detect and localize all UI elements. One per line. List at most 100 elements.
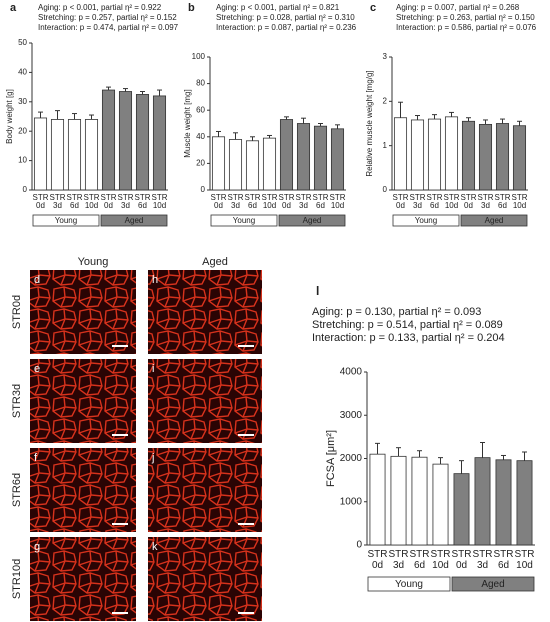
row-label: STR0d <box>11 295 23 329</box>
x-tick-label: STR 3d <box>472 549 493 571</box>
x-tick-label-box: STR 3d <box>117 194 134 210</box>
stats-line: Aging: p = 0.007, partial η² = 0.268 <box>396 3 520 12</box>
x-tick-label: STR 10d <box>430 549 451 571</box>
x-tick-label-box: STR 10d <box>330 194 346 210</box>
x-tick-label: STR 3d <box>117 194 134 210</box>
x-tick-label-box: STR 10d <box>261 194 278 210</box>
stats-line: Aging: p = 0.130, partial η² = 0.093 <box>312 306 481 318</box>
x-tick-label-box: STR 6d <box>409 549 430 571</box>
group-box <box>451 576 535 592</box>
x-tick-label-box: STR 0d <box>368 549 388 571</box>
row-label: STR3d <box>11 384 23 418</box>
bar <box>118 91 133 191</box>
group-label: Young <box>233 216 255 225</box>
bar <box>474 457 491 546</box>
bar <box>427 118 442 191</box>
y-tick-label: 3000 <box>340 410 363 421</box>
x-tick-label: STR 6d <box>66 194 83 210</box>
y-tick-label: 3 <box>383 52 388 61</box>
micrograph <box>148 270 262 354</box>
y-tick-label: 60 <box>196 105 205 114</box>
x-tick-label: STR 6d <box>494 194 511 210</box>
y-tick-label: 30 <box>18 97 27 106</box>
x-tick-label: STR 10d <box>511 194 528 210</box>
micrograph-label: e <box>34 363 40 375</box>
micrograph <box>30 359 136 443</box>
bar <box>101 89 116 191</box>
bar <box>390 455 407 546</box>
bar <box>279 119 294 191</box>
x-tick-label-box: STR 6d <box>427 194 443 210</box>
x-tick-label: STR 10d <box>83 194 100 210</box>
x-tick-label-box: STR 0d <box>33 194 49 210</box>
x-tick-label: STR 6d <box>493 549 514 571</box>
stats-line: Aging: p < 0.001, partial η² = 0.922 <box>38 3 162 12</box>
y-tick-label: 0 <box>23 185 28 194</box>
x-tick-label: STR 10d <box>261 194 278 210</box>
bar <box>262 137 277 191</box>
x-tick-label-box: STR 0d <box>210 194 227 210</box>
x-tick-label-box: STR 6d <box>313 194 329 210</box>
x-tick-label: STR 6d <box>409 549 430 571</box>
group-box <box>367 576 451 592</box>
x-tick-label: STR 3d <box>227 194 244 210</box>
group-box <box>32 214 100 227</box>
y-tick-label: 40 <box>196 132 205 141</box>
x-tick-label-box: STR 0d <box>461 194 477 210</box>
bar <box>512 125 527 191</box>
y-tick-label: 10 <box>18 156 27 165</box>
y-tick-label: 50 <box>18 38 27 47</box>
stats-line: Aging: p < 0.001, partial η² = 0.821 <box>216 3 340 12</box>
bar <box>67 119 82 191</box>
micrograph <box>148 359 262 443</box>
y-axis-label: Body weight [g] <box>5 89 14 144</box>
bar <box>516 460 533 546</box>
y-tick-label: 80 <box>196 79 205 88</box>
group-box <box>392 214 460 227</box>
x-tick-label-box: STR 10d <box>152 194 168 210</box>
micrograph-label: k <box>152 541 158 553</box>
micrograph <box>30 537 136 621</box>
bar <box>135 94 150 191</box>
x-tick-label: STR 6d <box>244 194 261 210</box>
stats-line: Interaction: p = 0.087, partial η² = 0.2… <box>216 23 357 32</box>
y-tick-label: 100 <box>192 52 206 61</box>
y-tick-label: 1 <box>383 141 388 150</box>
bar <box>411 456 428 546</box>
group-label: Aged <box>125 216 144 225</box>
panel-label: c <box>370 2 376 14</box>
y-axis-label: Muscle weight [mg] <box>183 89 192 157</box>
bar <box>313 125 328 191</box>
x-tick-label-box: STR 10d <box>511 194 528 210</box>
bar <box>495 123 510 191</box>
stats-line: Stretching: p = 0.263, partial η² = 0.15… <box>396 13 535 22</box>
x-tick-label-box: STR 3d <box>389 549 409 571</box>
micrograph <box>30 448 136 532</box>
stats-line: Interaction: p = 0.133, partial η² = 0.2… <box>312 332 505 344</box>
y-tick-label: 0 <box>383 185 388 194</box>
bar <box>453 473 470 546</box>
group-label: Aged <box>303 216 322 225</box>
column-label: Aged <box>202 256 228 268</box>
x-tick-label: STR 0d <box>392 194 409 210</box>
x-tick-label: STR 3d <box>409 194 426 210</box>
column-label: Young <box>78 256 109 268</box>
bar <box>330 128 345 191</box>
bar <box>152 95 167 191</box>
group-label: Young <box>415 216 437 225</box>
y-axis-label: Relative muscle weight [mg/g] <box>365 70 374 176</box>
x-tick-label-box: STR 3d <box>227 194 244 210</box>
bar <box>478 123 493 191</box>
group-label: Aged <box>481 579 504 590</box>
bar <box>33 117 48 191</box>
stats-line: Interaction: p = 0.586, partial η² = 0.0… <box>396 23 537 32</box>
stats-line: Interaction: p = 0.474, partial η² = 0.0… <box>38 23 179 32</box>
x-tick-label: STR 0d <box>210 194 227 210</box>
group-box <box>210 214 278 227</box>
panel-label: b <box>188 2 195 14</box>
bar <box>296 123 311 191</box>
x-tick-label: STR 3d <box>477 194 494 210</box>
y-tick-label: 40 <box>18 68 27 77</box>
stats-line: Stretching: p = 0.257, partial η² = 0.15… <box>38 13 177 22</box>
